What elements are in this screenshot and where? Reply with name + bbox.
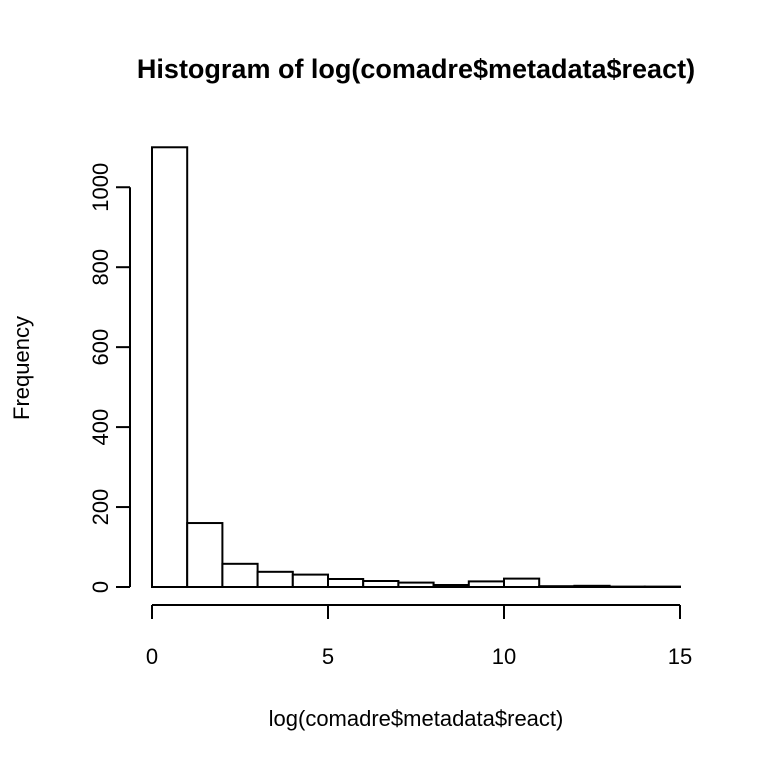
y-tick-label: 1000: [88, 163, 113, 212]
y-axis-label: Frequency: [9, 316, 34, 420]
histogram-bar: [467, 580, 505, 589]
histogram-bar: [573, 584, 611, 588]
x-axis: 0 5 10 15: [146, 604, 692, 669]
y-axis: 0 200 400 600 800 1000: [88, 163, 131, 593]
y-tick-label: 0: [88, 581, 113, 593]
y-tick-label: 200: [88, 489, 113, 526]
x-tick-label: 0: [146, 644, 158, 669]
histogram-bar: [221, 562, 259, 588]
y-tick-label: 600: [88, 329, 113, 366]
x-tick-label: 15: [668, 644, 692, 669]
histogram-bar: [362, 580, 400, 588]
histogram-bar: [503, 577, 541, 588]
histogram-bar: [538, 585, 576, 589]
histogram-bar: [397, 581, 435, 588]
histogram-bar: [432, 584, 470, 588]
x-axis-label: log(comadre$metadata$react): [269, 706, 564, 731]
y-tick-label: 400: [88, 409, 113, 446]
histogram-bar: [291, 573, 329, 588]
x-tick-label: 5: [322, 644, 334, 669]
x-tick-label: 10: [492, 644, 516, 669]
chart-title: Histogram of log(comadre$metadata$react): [137, 54, 695, 84]
y-tick-label: 800: [88, 249, 113, 286]
histogram-bar: [151, 146, 189, 588]
histogram-bar: [327, 578, 365, 588]
histogram-bar: [186, 522, 224, 588]
histogram-bar: [256, 570, 294, 588]
histogram-bars: [151, 146, 681, 589]
